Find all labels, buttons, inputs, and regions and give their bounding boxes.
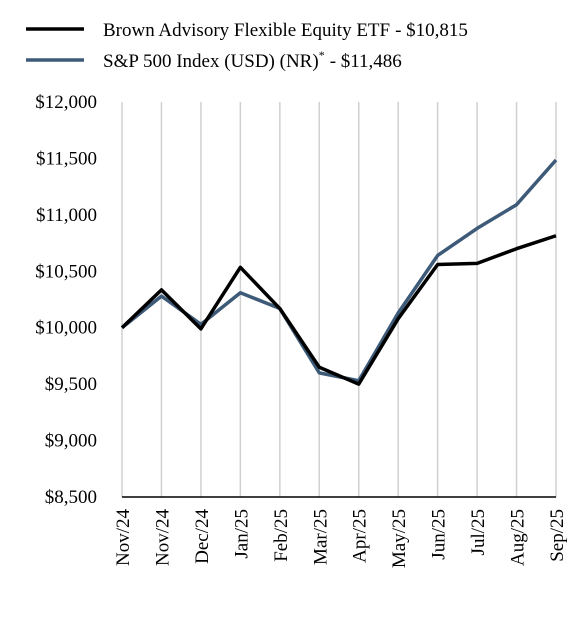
y-tick-label: $11,500 <box>36 148 97 169</box>
x-tick-label: Nov/24 <box>152 509 173 567</box>
x-tick-label: Feb/25 <box>271 509 292 562</box>
x-tick-label: Dec/24 <box>192 509 213 564</box>
legend-value: - $10,815 <box>395 20 468 41</box>
x-tick-label: Mar/25 <box>310 509 331 565</box>
y-tick-label: $8,500 <box>45 487 97 508</box>
legend-name: S&P 500 Index (USD) (NR) <box>103 51 319 72</box>
x-tick-label: Apr/25 <box>350 509 371 563</box>
legend-value: - $11,486 <box>330 51 402 72</box>
x-tick-label: Jun/25 <box>429 509 450 560</box>
x-tick-label: May/25 <box>389 509 410 568</box>
legend-name: Brown Advisory Flexible Equity ETF <box>103 20 390 41</box>
legend-label: S&P 500 Index (USD) (NR)* - $11,486 <box>103 48 402 72</box>
y-tick-label: $10,500 <box>35 261 97 282</box>
y-tick-label: $9,000 <box>45 431 97 452</box>
series-line <box>120 158 558 383</box>
x-tick-label: Nov/24 <box>113 509 134 567</box>
legend-label: Brown Advisory Flexible Equity ETF - $10,… <box>103 20 468 41</box>
legend-mark: * <box>319 48 325 62</box>
x-tick-label: Aug/25 <box>508 509 529 566</box>
y-tick-label: $10,000 <box>35 318 97 339</box>
series-line <box>120 234 557 386</box>
x-tick-label: Jan/25 <box>231 509 252 559</box>
x-tick-label: Jul/25 <box>468 509 489 555</box>
y-tick-label: $11,000 <box>36 205 97 226</box>
y-tick-label: $9,500 <box>45 374 97 395</box>
x-tick-label: Sep/25 <box>547 509 568 562</box>
y-tick-label: $12,000 <box>35 92 97 113</box>
